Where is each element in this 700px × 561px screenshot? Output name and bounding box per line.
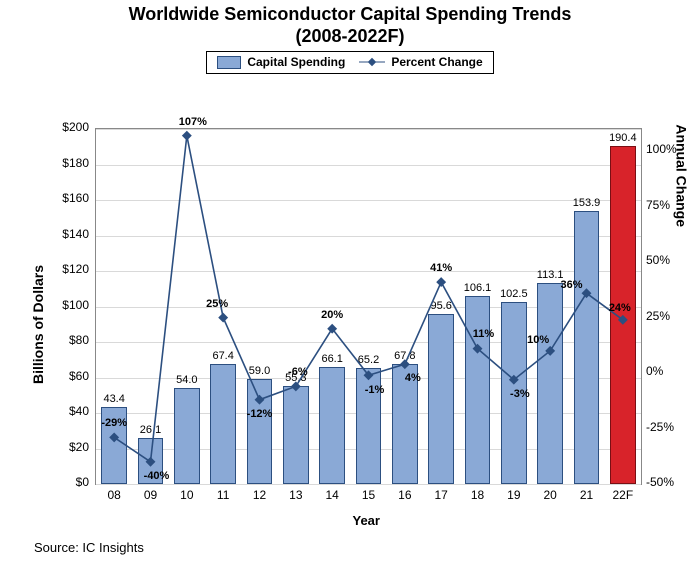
bar-value-label: 102.5 xyxy=(500,288,528,300)
bar-value-label: 67.4 xyxy=(212,350,233,362)
y1-gridline xyxy=(96,129,641,130)
bar xyxy=(428,314,453,484)
bar xyxy=(610,146,635,484)
bar-value-label: 65.2 xyxy=(358,354,379,366)
percent-label: -1% xyxy=(365,384,385,396)
chart-title-line1: Worldwide Semiconductor Capital Spending… xyxy=(0,4,700,26)
bar xyxy=(574,211,599,484)
y1-tick-label: $20 xyxy=(69,440,89,454)
bar xyxy=(210,364,235,484)
percent-label: 4% xyxy=(405,372,421,384)
y1-tick-label: $140 xyxy=(62,227,89,241)
y1-tick-label: $160 xyxy=(62,191,89,205)
chart-container: Worldwide Semiconductor Capital Spending… xyxy=(0,0,700,561)
x-category-label: 14 xyxy=(325,488,338,502)
bar-value-label: 59.0 xyxy=(249,365,270,377)
legend-bar-swatch xyxy=(217,56,241,69)
y1-tick-label: $200 xyxy=(62,120,89,134)
x-category-label: 20 xyxy=(543,488,556,502)
legend-item-line: Percent Change xyxy=(359,55,482,69)
y2-tick-label: -25% xyxy=(646,420,674,434)
y1-gridline xyxy=(96,165,641,166)
y2-tick-label: 50% xyxy=(646,253,670,267)
x-category-label: 11 xyxy=(217,488,229,502)
bar-value-label: 190.4 xyxy=(609,132,637,144)
x-category-label: 10 xyxy=(180,488,193,502)
chart-title-line2: (2008-2022F) xyxy=(0,26,700,48)
bar xyxy=(537,283,562,484)
y1-axis-title: Billions of Dollars xyxy=(30,265,46,384)
x-axis-title: Year xyxy=(353,513,380,528)
y1-gridline xyxy=(96,484,641,485)
bar-value-label: 66.1 xyxy=(321,353,342,365)
bar xyxy=(465,296,490,484)
y1-tick-label: $40 xyxy=(69,404,89,418)
legend: Capital Spending Percent Change xyxy=(206,51,493,73)
percent-label: 10% xyxy=(527,334,549,346)
x-category-label: 19 xyxy=(507,488,520,502)
percent-label: 20% xyxy=(321,309,343,321)
legend-line-swatch xyxy=(359,57,385,67)
bar xyxy=(283,386,308,484)
x-category-label: 13 xyxy=(289,488,302,502)
percent-label: 107% xyxy=(179,116,207,128)
x-category-label: 21 xyxy=(580,488,593,502)
legend-bar-label: Capital Spending xyxy=(247,55,345,69)
percent-label: -3% xyxy=(510,388,530,400)
bar-value-label: 153.9 xyxy=(573,197,601,209)
x-category-label: 09 xyxy=(144,488,157,502)
bar xyxy=(247,379,272,484)
percent-label: -29% xyxy=(101,417,127,429)
percent-label: -12% xyxy=(247,408,273,420)
x-category-label: 18 xyxy=(471,488,484,502)
x-category-label: 16 xyxy=(398,488,411,502)
y2-tick-label: 25% xyxy=(646,309,670,323)
bar xyxy=(174,388,199,484)
source-text: Source: IC Insights xyxy=(34,540,144,555)
bar-value-label: 43.4 xyxy=(103,393,124,405)
x-category-label: 17 xyxy=(434,488,447,502)
x-category-label: 12 xyxy=(253,488,266,502)
bar-value-label: 54.0 xyxy=(176,374,197,386)
percent-label: 25% xyxy=(206,298,228,310)
y2-tick-label: 100% xyxy=(646,142,677,156)
y1-gridline xyxy=(96,236,641,237)
legend-item-bars: Capital Spending xyxy=(217,55,345,69)
y2-tick-label: -50% xyxy=(646,475,674,489)
x-category-label: 08 xyxy=(107,488,120,502)
bar xyxy=(319,367,344,484)
y1-gridline xyxy=(96,200,641,201)
y1-tick-label: $100 xyxy=(62,298,89,312)
y1-tick-label: $0 xyxy=(76,475,89,489)
y1-tick-label: $120 xyxy=(62,262,89,276)
plot-area: 0843.40926.11054.01167.41259.01355.31466… xyxy=(95,128,642,485)
y1-tick-label: $80 xyxy=(69,333,89,347)
legend-line-label: Percent Change xyxy=(391,55,482,69)
percent-label: 41% xyxy=(430,262,452,274)
y2-tick-label: 75% xyxy=(646,198,670,212)
percent-label: -6% xyxy=(288,366,308,378)
bar-value-label: 67.8 xyxy=(394,350,415,362)
percent-label: 11% xyxy=(473,328,494,340)
y2-tick-label: 0% xyxy=(646,364,663,378)
bar-value-label: 95.6 xyxy=(430,300,451,312)
x-category-label: 15 xyxy=(362,488,375,502)
percent-label: 36% xyxy=(560,279,582,291)
chart-title-block: Worldwide Semiconductor Capital Spending… xyxy=(0,0,700,74)
bar-value-label: 106.1 xyxy=(464,282,492,294)
y2-axis-title: Annual Change xyxy=(674,125,690,228)
percent-label: 24% xyxy=(609,302,631,314)
y1-tick-label: $180 xyxy=(62,156,89,170)
percent-label: -40% xyxy=(144,470,170,482)
bar-value-label: 26.1 xyxy=(140,424,161,436)
y1-tick-label: $60 xyxy=(69,369,89,383)
x-category-label: 22F xyxy=(612,488,633,502)
